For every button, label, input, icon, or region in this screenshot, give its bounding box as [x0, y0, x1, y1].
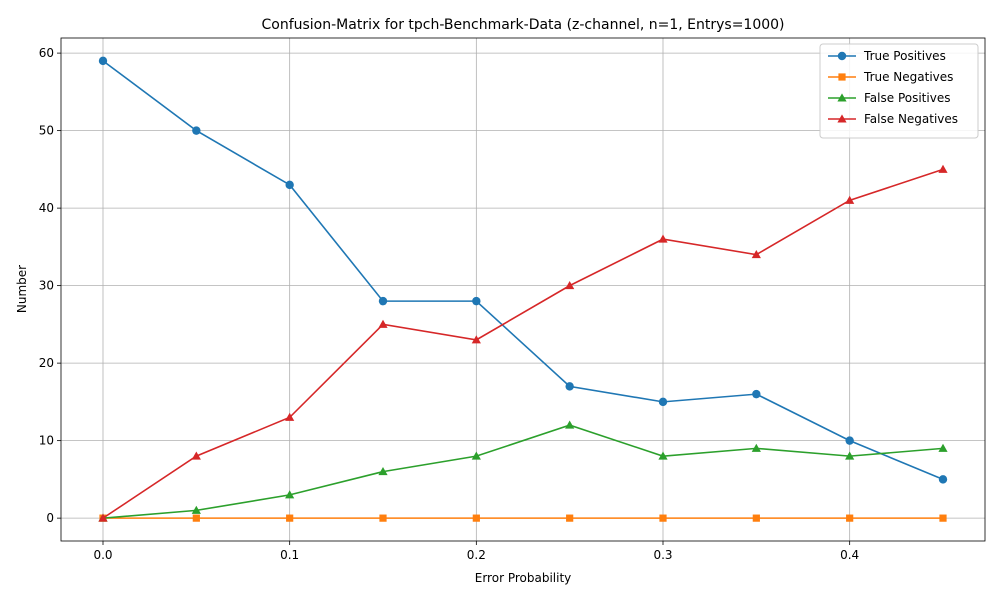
series-line-false-negatives — [102, 168, 944, 519]
data-point-true-positives — [938, 475, 948, 484]
data-point-true-negatives — [846, 514, 854, 522]
x-tick-label: 0.3 — [653, 548, 672, 562]
data-point-false-positives — [471, 451, 481, 460]
axes: 0.0 0.1 0.2 0.3 0.4 0 10 20 30 40 50 60 — [39, 37, 986, 562]
data-point-true-negatives — [939, 514, 947, 522]
data-point-false-positives — [191, 505, 201, 514]
legend-label: False Positives — [864, 91, 950, 105]
legend-label: False Negatives — [864, 112, 958, 126]
data-point-false-negatives — [191, 451, 201, 460]
data-point-true-positives — [98, 56, 108, 66]
data-point-false-positives — [658, 451, 668, 460]
data-point-true-negatives — [566, 514, 574, 522]
data-point-false-negatives — [751, 250, 761, 259]
y-tick-label: 10 — [39, 434, 54, 448]
y-tick-label: 50 — [39, 124, 54, 138]
data-point-false-positives — [285, 490, 295, 499]
x-tick-label: 0.4 — [840, 548, 859, 562]
data-point-true-positives — [752, 389, 761, 399]
legend-label: True Positives — [863, 49, 946, 63]
data-point-false-negatives — [658, 234, 668, 243]
data-point-false-positives — [845, 451, 855, 460]
x-tick-label: 0.2 — [467, 548, 486, 562]
legend-marker — [837, 93, 847, 102]
data-point-false-negatives — [378, 319, 388, 328]
data-point-true-positives — [285, 180, 294, 190]
data-point-true-positives — [565, 382, 574, 391]
legend-marker — [837, 114, 847, 123]
data-point-false-positives — [751, 443, 761, 452]
y-tick-label: 40 — [39, 201, 54, 215]
legend-box — [819, 43, 979, 139]
data-point-true-positives — [378, 296, 388, 306]
data-point-false-negatives — [565, 281, 575, 290]
x-tick-label: 0.0 — [93, 548, 112, 562]
y-tick-label: 0 — [46, 511, 54, 525]
y-axis-label: Number — [15, 265, 29, 313]
data-point-false-positives — [378, 467, 388, 476]
data-point-false-negatives — [285, 412, 295, 421]
data-point-false-negatives — [471, 335, 481, 344]
x-tick-label: 0.1 — [280, 548, 299, 562]
data-point-true-positives — [658, 397, 668, 407]
y-tick-label: 60 — [39, 46, 54, 60]
series-true-negatives — [99, 514, 947, 522]
data-point-false-negatives — [845, 195, 855, 204]
data-point-false-positives — [938, 443, 948, 452]
series-line-false-positives — [102, 424, 944, 519]
y-tick-label: 20 — [39, 356, 54, 370]
chart-title: Confusion-Matrix for tpch-Benchmark-Data… — [261, 17, 784, 33]
legend-label: True Negatives — [863, 70, 953, 84]
data-point-true-negatives — [379, 514, 387, 522]
data-point-false-negatives — [938, 164, 948, 173]
legend-item-true-positives: True Positives — [828, 49, 946, 63]
legend: True Positives True Negatives False Positi… — [819, 43, 979, 139]
data-point-true-positives — [192, 126, 201, 135]
legend-item-true-negatives: True Negatives — [828, 70, 953, 84]
data-point-true-positives — [472, 296, 481, 306]
data-point-true-negatives — [472, 514, 480, 522]
data-point-true-negatives — [286, 514, 294, 522]
legend-item-false-positives: False Positives — [828, 91, 950, 105]
series-line-true-positives — [102, 60, 944, 481]
y-tick-label: 30 — [39, 279, 54, 293]
plot-frame — [60, 37, 986, 542]
data-point-true-positives — [845, 436, 854, 445]
data-point-true-negatives — [752, 514, 760, 522]
series-false-positives — [98, 420, 948, 522]
series-true-positives — [98, 56, 948, 484]
x-axis-label: Error Probability — [475, 571, 572, 585]
legend-marker — [837, 51, 847, 61]
legend-item-false-negatives: False Negatives — [828, 112, 958, 126]
data-point-false-positives — [565, 420, 575, 429]
legend-marker — [838, 73, 846, 81]
data-point-true-negatives — [192, 514, 200, 522]
series-layer — [98, 56, 948, 522]
data-point-false-negatives — [98, 513, 108, 522]
series-false-negatives — [98, 164, 948, 522]
data-point-true-negatives — [659, 514, 667, 522]
